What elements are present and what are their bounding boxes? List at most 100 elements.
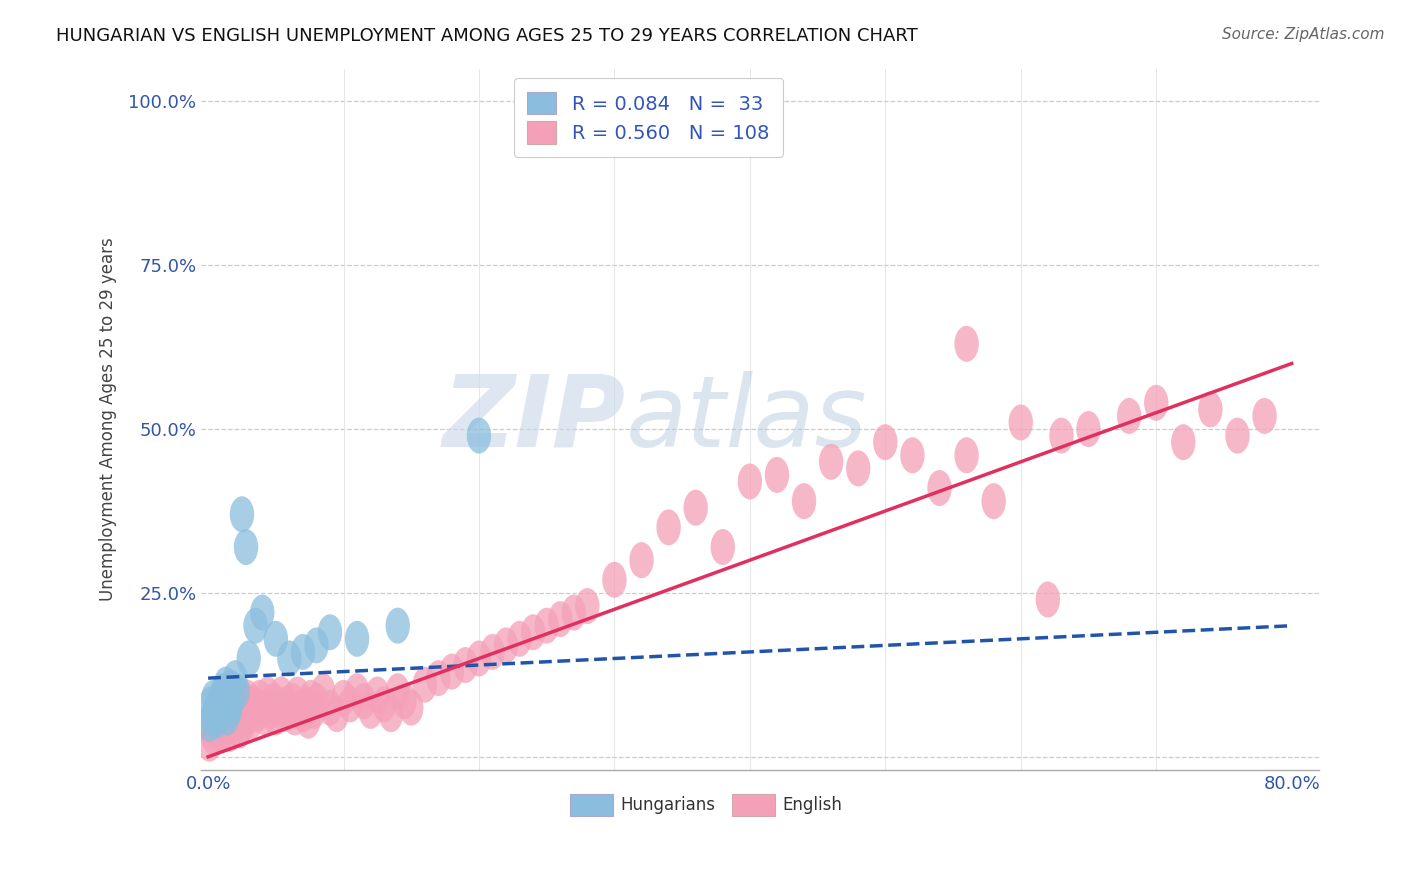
Ellipse shape bbox=[385, 607, 411, 644]
Ellipse shape bbox=[344, 621, 370, 657]
Ellipse shape bbox=[399, 690, 423, 726]
Ellipse shape bbox=[440, 654, 464, 690]
FancyBboxPatch shape bbox=[569, 795, 613, 815]
Ellipse shape bbox=[231, 706, 256, 742]
Ellipse shape bbox=[373, 686, 396, 723]
Ellipse shape bbox=[283, 699, 307, 736]
Ellipse shape bbox=[235, 680, 260, 716]
Ellipse shape bbox=[900, 437, 925, 474]
Ellipse shape bbox=[212, 713, 236, 748]
Ellipse shape bbox=[453, 647, 478, 683]
Ellipse shape bbox=[288, 690, 312, 726]
Text: English: English bbox=[782, 796, 842, 814]
Ellipse shape bbox=[301, 693, 326, 729]
Ellipse shape bbox=[1008, 404, 1033, 441]
Text: Source: ZipAtlas.com: Source: ZipAtlas.com bbox=[1222, 27, 1385, 42]
Ellipse shape bbox=[232, 683, 257, 719]
Ellipse shape bbox=[1077, 411, 1101, 447]
Ellipse shape bbox=[198, 686, 224, 723]
Ellipse shape bbox=[259, 693, 283, 729]
Ellipse shape bbox=[226, 676, 250, 713]
Ellipse shape bbox=[221, 683, 245, 719]
Ellipse shape bbox=[522, 615, 546, 650]
Ellipse shape bbox=[201, 680, 226, 716]
Ellipse shape bbox=[274, 686, 299, 723]
Ellipse shape bbox=[200, 699, 225, 736]
Ellipse shape bbox=[508, 621, 531, 657]
Ellipse shape bbox=[481, 634, 505, 670]
Ellipse shape bbox=[233, 699, 259, 736]
Ellipse shape bbox=[1198, 392, 1223, 427]
Text: HUNGARIAN VS ENGLISH UNEMPLOYMENT AMONG AGES 25 TO 29 YEARS CORRELATION CHART: HUNGARIAN VS ENGLISH UNEMPLOYMENT AMONG … bbox=[56, 27, 918, 45]
Ellipse shape bbox=[226, 673, 250, 709]
Ellipse shape bbox=[256, 676, 280, 713]
Ellipse shape bbox=[325, 696, 349, 732]
Ellipse shape bbox=[1171, 424, 1195, 460]
Ellipse shape bbox=[202, 693, 226, 729]
Y-axis label: Unemployment Among Ages 25 to 29 years: Unemployment Among Ages 25 to 29 years bbox=[100, 237, 117, 601]
Ellipse shape bbox=[218, 716, 242, 752]
Ellipse shape bbox=[219, 670, 243, 706]
Text: ZIP: ZIP bbox=[443, 371, 626, 467]
Ellipse shape bbox=[209, 676, 233, 713]
Ellipse shape bbox=[1253, 398, 1277, 434]
Ellipse shape bbox=[304, 627, 329, 664]
Ellipse shape bbox=[197, 706, 222, 742]
Ellipse shape bbox=[266, 690, 291, 726]
Ellipse shape bbox=[205, 709, 229, 746]
Ellipse shape bbox=[198, 713, 224, 748]
Ellipse shape bbox=[236, 640, 262, 676]
Ellipse shape bbox=[269, 676, 294, 713]
Ellipse shape bbox=[710, 529, 735, 565]
Ellipse shape bbox=[738, 464, 762, 500]
Ellipse shape bbox=[1144, 384, 1168, 421]
Ellipse shape bbox=[277, 640, 301, 676]
Ellipse shape bbox=[224, 660, 247, 696]
Ellipse shape bbox=[291, 634, 315, 670]
Ellipse shape bbox=[928, 470, 952, 506]
Ellipse shape bbox=[467, 640, 491, 676]
Ellipse shape bbox=[239, 703, 264, 739]
Text: Hungarians: Hungarians bbox=[620, 796, 716, 814]
Ellipse shape bbox=[873, 424, 897, 460]
Ellipse shape bbox=[242, 686, 266, 723]
Ellipse shape bbox=[1036, 582, 1060, 617]
Ellipse shape bbox=[294, 686, 318, 723]
Ellipse shape bbox=[215, 706, 239, 742]
Ellipse shape bbox=[602, 562, 627, 598]
Ellipse shape bbox=[981, 483, 1005, 519]
Ellipse shape bbox=[534, 607, 560, 644]
Ellipse shape bbox=[311, 673, 336, 709]
Ellipse shape bbox=[426, 660, 450, 696]
Ellipse shape bbox=[217, 680, 240, 716]
Ellipse shape bbox=[250, 595, 274, 631]
Ellipse shape bbox=[392, 683, 416, 719]
Ellipse shape bbox=[205, 690, 229, 726]
Ellipse shape bbox=[211, 690, 235, 726]
Ellipse shape bbox=[1225, 417, 1250, 454]
Ellipse shape bbox=[548, 601, 572, 637]
Ellipse shape bbox=[264, 699, 288, 736]
Ellipse shape bbox=[332, 680, 356, 716]
Ellipse shape bbox=[204, 703, 228, 739]
Ellipse shape bbox=[318, 615, 342, 650]
Ellipse shape bbox=[250, 690, 274, 726]
Ellipse shape bbox=[277, 693, 301, 729]
Ellipse shape bbox=[243, 607, 267, 644]
Ellipse shape bbox=[359, 693, 382, 729]
Ellipse shape bbox=[229, 496, 254, 533]
Ellipse shape bbox=[366, 676, 389, 713]
Ellipse shape bbox=[385, 673, 411, 709]
Ellipse shape bbox=[792, 483, 817, 519]
Ellipse shape bbox=[226, 713, 252, 748]
Ellipse shape bbox=[224, 683, 247, 719]
Ellipse shape bbox=[200, 699, 225, 736]
Ellipse shape bbox=[211, 673, 235, 709]
Ellipse shape bbox=[378, 696, 404, 732]
Ellipse shape bbox=[575, 588, 599, 624]
Ellipse shape bbox=[217, 680, 240, 716]
Ellipse shape bbox=[207, 683, 231, 719]
Ellipse shape bbox=[247, 680, 271, 716]
Ellipse shape bbox=[683, 490, 707, 525]
Ellipse shape bbox=[208, 716, 232, 752]
